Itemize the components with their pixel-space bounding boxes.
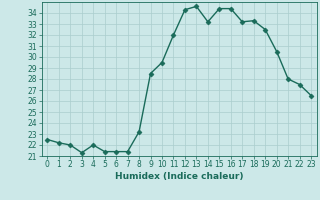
X-axis label: Humidex (Indice chaleur): Humidex (Indice chaleur)	[115, 172, 244, 181]
